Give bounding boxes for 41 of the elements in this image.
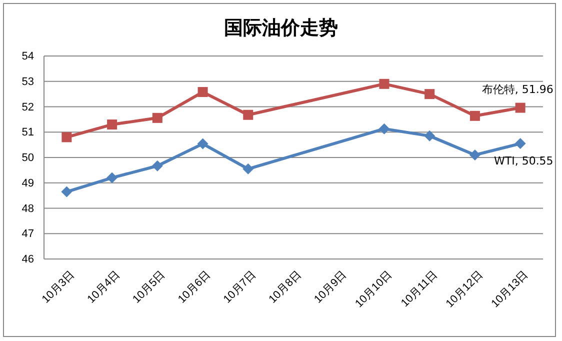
x-tick-label: 10月7日 <box>221 268 258 306</box>
y-tick-label: 50 <box>22 152 34 164</box>
x-tick-label: 10月5日 <box>130 268 168 306</box>
data-label: 布伦特, 51.96 <box>482 82 554 96</box>
data-label: WTI, 50.55 <box>494 154 554 168</box>
y-tick-label: 53 <box>22 76 34 88</box>
x-tick-label: 10月11日 <box>399 268 440 310</box>
y-tick-label: 46 <box>22 254 34 266</box>
chart-title: 国际油价走势 <box>224 17 338 39</box>
y-tick-label: 47 <box>22 228 34 240</box>
y-tick-label: 54 <box>22 50 34 63</box>
point <box>152 160 163 172</box>
x-tick-label: 10月13日 <box>489 268 531 310</box>
point <box>379 78 390 89</box>
point <box>198 87 208 98</box>
x-tick-label: 10月3日 <box>40 268 77 306</box>
point <box>152 112 162 123</box>
y-tick-label: 48 <box>22 202 34 215</box>
y-tick-label: 49 <box>22 177 34 190</box>
x-tick-label: 10月6日 <box>176 268 214 306</box>
x-tick-label: 10月4日 <box>85 268 122 306</box>
point <box>197 138 208 150</box>
x-tick-label: 10月10日 <box>353 268 394 310</box>
point <box>514 138 526 150</box>
point <box>470 110 480 121</box>
y-tick-label: 52 <box>22 101 34 114</box>
point <box>107 120 118 130</box>
y-tick-label: 51 <box>22 126 34 139</box>
point <box>424 89 435 100</box>
x-tick-label: 10月9日 <box>312 268 350 306</box>
x-tick-label: 10月8日 <box>266 268 304 306</box>
x-tick-label: 10月12日 <box>444 268 486 310</box>
point <box>378 123 390 134</box>
point <box>243 110 254 120</box>
point <box>106 172 118 184</box>
point <box>515 102 526 113</box>
point <box>62 132 72 142</box>
point <box>424 130 436 142</box>
point <box>61 186 72 198</box>
point <box>469 149 480 160</box>
point <box>242 163 254 174</box>
